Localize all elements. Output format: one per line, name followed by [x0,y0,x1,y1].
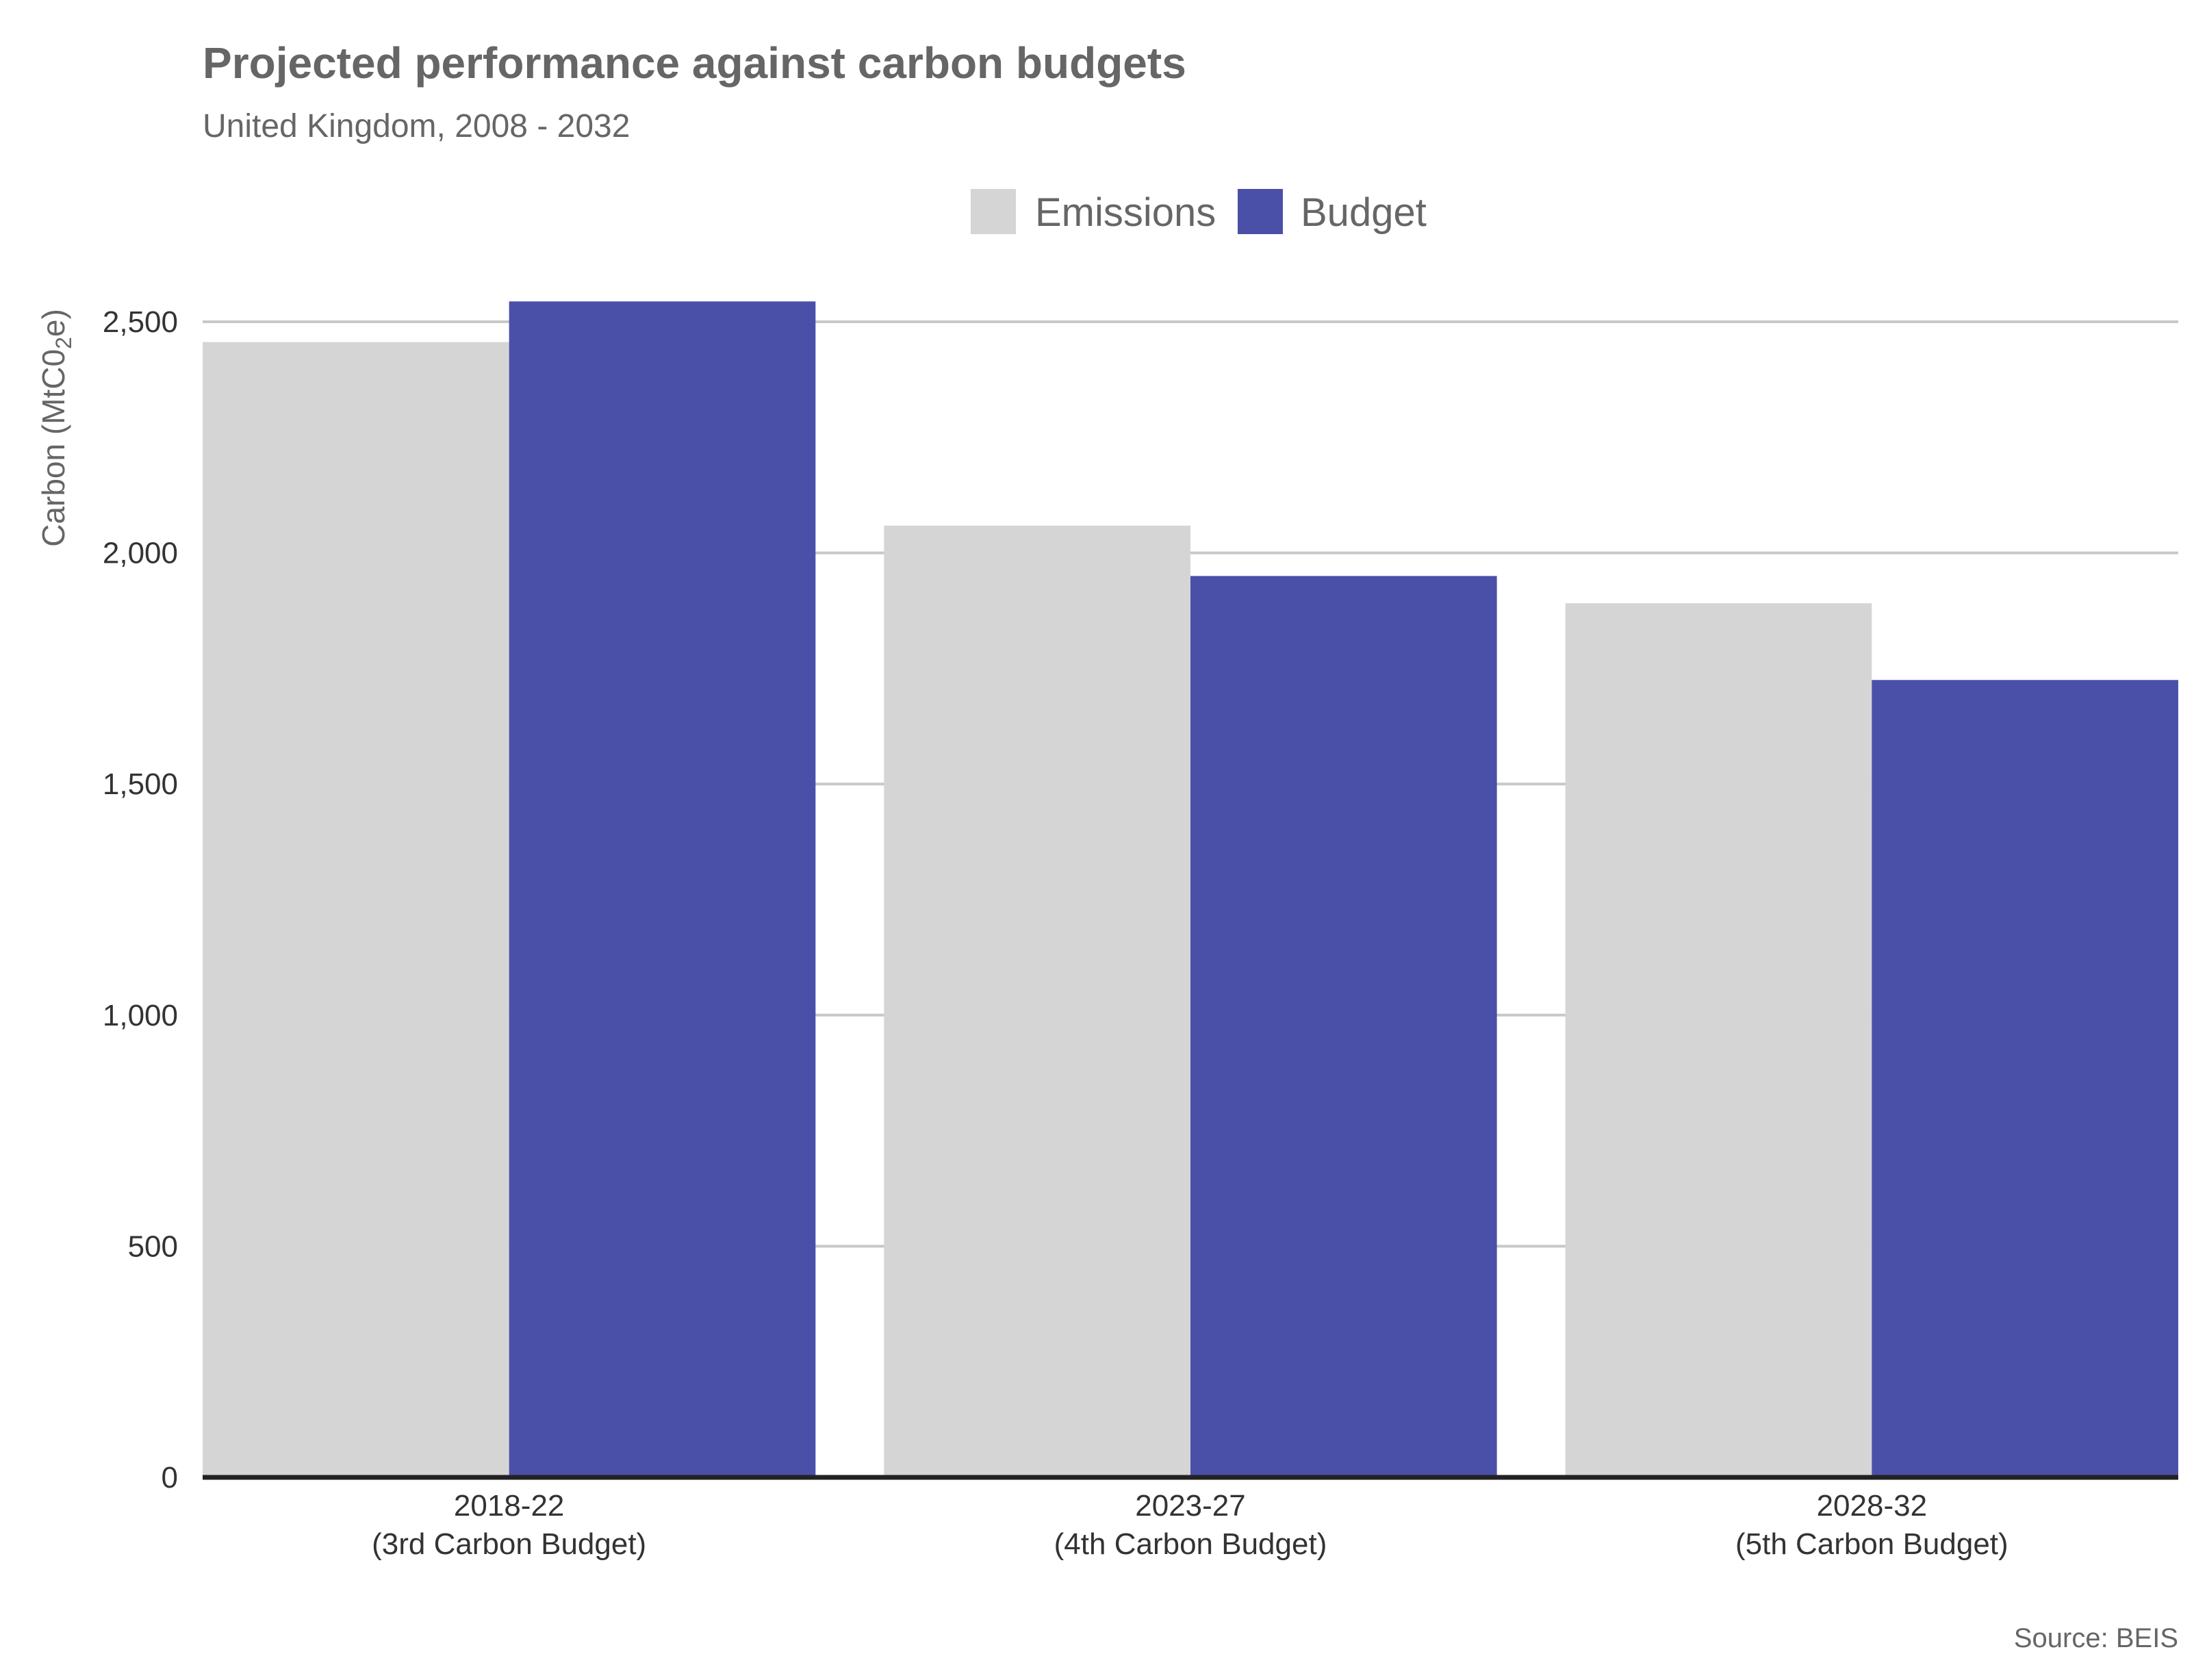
y-tick-label: 2,500 [103,305,178,339]
y-tick-label: 1,000 [103,999,178,1032]
x-tick-budget-label: (4th Carbon Budget) [1054,1527,1327,1561]
y-tick-label: 1,500 [103,767,178,801]
chart-title: Projected performance against carbon bud… [203,38,1186,88]
legend-swatch-emissions [971,189,1016,234]
bar-budget-2018-22 [509,301,816,1477]
y-axis-title-main: Carbon (MtC0 [36,349,71,547]
bar-emissions-2023-27 [884,525,1190,1477]
y-tick-label: 2,000 [103,537,178,570]
legend-label-emissions: Emissions [1035,190,1216,235]
y-axis-title-end: e) [36,309,71,337]
y-tick-label: 0 [162,1461,178,1494]
legend: Emissions Budget [971,189,1427,235]
y-axis-title-subscript: 2 [51,337,76,349]
x-tick-period: 2023-27 [1135,1489,1245,1523]
x-tick-budget-label: (5th Carbon Budget) [1735,1527,2008,1561]
y-tick-labels: 0 500 1,000 1,500 2,000 2,500 [103,305,178,1494]
legend-label-budget: Budget [1301,190,1427,235]
bars [203,301,2178,1478]
source-note: Source: BEIS [2014,1623,2178,1653]
x-tick-period: 2028-32 [1817,1489,1927,1523]
x-tick-labels: 2018-22 (3rd Carbon Budget) 2023-27 (4th Ca… [372,1489,2008,1561]
chart-subtitle: United Kingdom, 2008 - 2032 [203,108,630,144]
bar-emissions-2018-22 [203,342,509,1478]
bar-budget-2023-27 [1190,576,1497,1477]
bar-budget-2028-32 [1872,680,2178,1477]
bar-emissions-2028-32 [1565,603,1872,1477]
legend-swatch-budget [1238,189,1283,234]
y-axis-title: Carbon (MtC02e) [36,309,76,547]
y-tick-label: 500 [128,1230,178,1263]
x-tick-budget-label: (3rd Carbon Budget) [372,1527,646,1561]
x-tick-period: 2018-22 [454,1489,564,1523]
